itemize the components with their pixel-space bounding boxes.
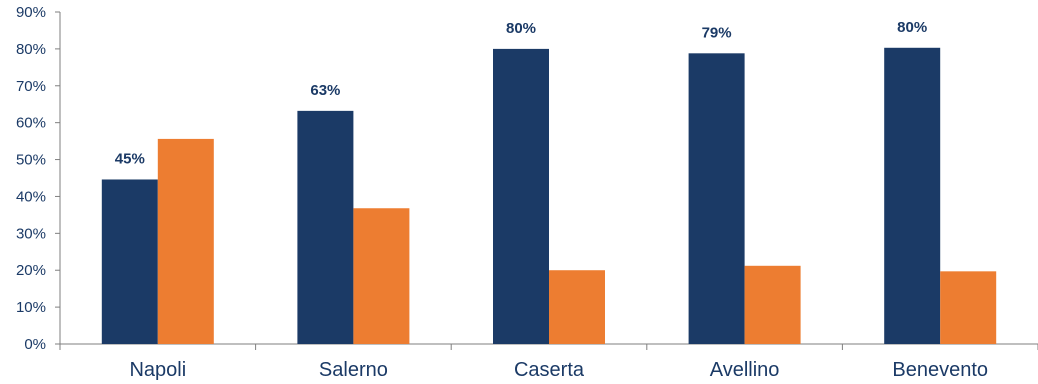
- y-tick-label: 50%: [16, 152, 46, 169]
- y-tick-label: 0%: [24, 336, 46, 353]
- y-tick-label: 60%: [16, 115, 46, 132]
- x-tick-label: Avellino: [710, 359, 780, 381]
- data-label: 79%: [702, 24, 732, 41]
- y-tick-label: 30%: [16, 225, 46, 242]
- bar-series-2: [940, 271, 997, 344]
- data-labels: 45% 63% 80% 79% 80%: [115, 19, 927, 168]
- x-tick-label: Napoli: [129, 359, 186, 381]
- y-axis: 0% 10% 20% 30% 40% 50% 60% 70% 80% 90%: [16, 4, 61, 353]
- y-tick-label: 70%: [16, 78, 46, 95]
- bar-series-2: [157, 138, 214, 344]
- bar-series-1: [493, 48, 549, 345]
- data-label: 63%: [310, 82, 340, 99]
- y-tick-label: 90%: [16, 4, 46, 21]
- y-tick-label: 20%: [16, 262, 46, 279]
- x-tick-label: Caserta: [514, 359, 585, 381]
- bar-series-2: [549, 270, 605, 344]
- bar-series-1: [101, 179, 158, 344]
- data-label: 80%: [506, 20, 536, 37]
- bar-series-2: [353, 208, 410, 344]
- x-axis: Napoli Salerno Caserta Avellino Benevento: [59, 343, 1038, 381]
- bar-series-1: [884, 47, 941, 344]
- bar-series-2: [744, 265, 801, 344]
- y-tick-label: 80%: [16, 41, 46, 58]
- x-tick-label: Benevento: [892, 359, 988, 381]
- data-label: 45%: [115, 150, 145, 167]
- bars: [101, 47, 997, 345]
- bar-series-1: [688, 53, 745, 345]
- data-label: 80%: [897, 19, 927, 36]
- x-tick-label: Salerno: [319, 359, 388, 381]
- y-tick-label: 40%: [16, 188, 46, 205]
- y-tick-label: 10%: [16, 299, 46, 316]
- bar-series-1: [297, 110, 354, 345]
